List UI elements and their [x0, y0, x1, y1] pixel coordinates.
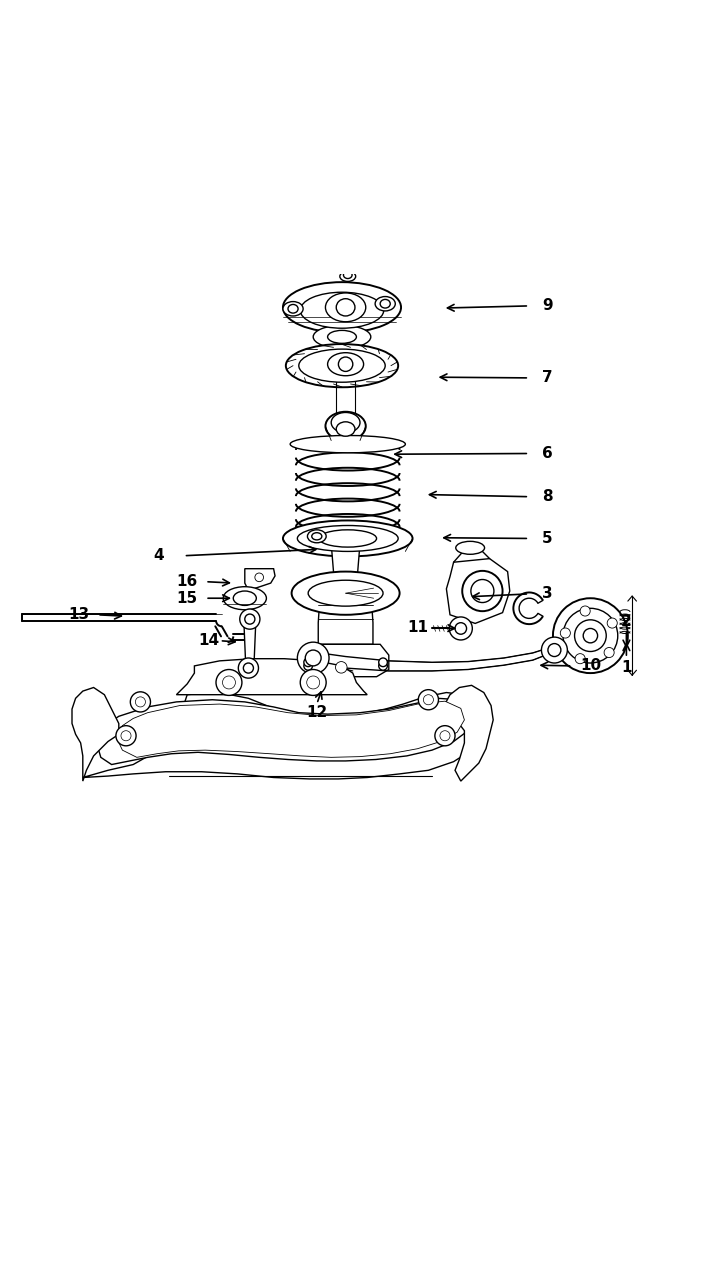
Circle shape: [553, 598, 628, 673]
Circle shape: [423, 694, 433, 704]
Circle shape: [580, 606, 590, 616]
Ellipse shape: [299, 350, 385, 383]
Ellipse shape: [290, 436, 405, 452]
Ellipse shape: [338, 357, 353, 371]
Text: 4: 4: [153, 549, 163, 564]
Polygon shape: [310, 646, 553, 672]
Text: 3: 3: [542, 587, 552, 602]
Text: 1: 1: [621, 660, 631, 675]
Circle shape: [462, 571, 503, 611]
Ellipse shape: [283, 283, 401, 332]
Circle shape: [240, 609, 260, 630]
Circle shape: [435, 726, 455, 746]
Ellipse shape: [307, 530, 326, 542]
Circle shape: [471, 579, 494, 603]
Ellipse shape: [456, 541, 485, 554]
Circle shape: [130, 692, 150, 712]
Ellipse shape: [300, 293, 384, 328]
Circle shape: [449, 617, 472, 640]
Circle shape: [560, 628, 570, 639]
Circle shape: [222, 677, 235, 689]
Circle shape: [379, 658, 387, 666]
Circle shape: [336, 661, 347, 673]
Polygon shape: [117, 701, 464, 758]
Polygon shape: [176, 659, 367, 694]
Ellipse shape: [380, 299, 390, 308]
Text: 7: 7: [542, 370, 552, 385]
Polygon shape: [72, 688, 119, 780]
Polygon shape: [245, 569, 275, 594]
Ellipse shape: [325, 412, 366, 441]
Ellipse shape: [292, 571, 400, 614]
Circle shape: [238, 658, 258, 678]
Text: 8: 8: [542, 489, 552, 504]
Ellipse shape: [336, 422, 355, 436]
Text: 2: 2: [621, 613, 631, 628]
Text: 11: 11: [407, 621, 428, 635]
Ellipse shape: [375, 296, 395, 310]
Circle shape: [583, 628, 598, 642]
Circle shape: [121, 731, 131, 741]
Circle shape: [243, 663, 253, 673]
Text: 5: 5: [542, 531, 552, 546]
Ellipse shape: [336, 299, 355, 315]
Ellipse shape: [340, 271, 356, 281]
Circle shape: [255, 573, 264, 582]
Circle shape: [305, 650, 321, 666]
Ellipse shape: [283, 302, 303, 315]
Polygon shape: [302, 645, 389, 677]
Circle shape: [245, 614, 255, 625]
Text: 14: 14: [198, 634, 220, 649]
Circle shape: [440, 731, 450, 741]
Ellipse shape: [286, 345, 398, 388]
Circle shape: [216, 669, 242, 696]
Polygon shape: [244, 626, 256, 661]
Circle shape: [575, 654, 585, 664]
Polygon shape: [446, 559, 510, 623]
Ellipse shape: [331, 413, 360, 432]
Polygon shape: [331, 544, 360, 579]
Text: 9: 9: [542, 299, 552, 313]
Circle shape: [135, 697, 145, 707]
Ellipse shape: [313, 326, 371, 348]
Circle shape: [418, 689, 438, 710]
Circle shape: [563, 608, 618, 663]
Ellipse shape: [328, 352, 364, 376]
Polygon shape: [318, 579, 373, 645]
Text: 15: 15: [176, 590, 198, 606]
Circle shape: [379, 661, 387, 670]
Circle shape: [304, 661, 312, 670]
Ellipse shape: [312, 532, 322, 540]
Ellipse shape: [283, 521, 413, 556]
Polygon shape: [445, 685, 493, 780]
Ellipse shape: [233, 590, 256, 606]
Ellipse shape: [328, 331, 356, 343]
Polygon shape: [83, 693, 491, 779]
Circle shape: [297, 642, 329, 674]
Polygon shape: [97, 698, 475, 764]
Circle shape: [575, 620, 606, 651]
Ellipse shape: [290, 525, 405, 541]
Ellipse shape: [325, 293, 366, 322]
Ellipse shape: [308, 580, 383, 606]
Text: 12: 12: [306, 706, 328, 720]
Ellipse shape: [297, 526, 398, 551]
Ellipse shape: [223, 587, 266, 609]
Ellipse shape: [343, 271, 352, 279]
Text: 13: 13: [68, 607, 90, 622]
Circle shape: [304, 658, 312, 666]
Circle shape: [541, 637, 567, 663]
Text: 16: 16: [176, 574, 198, 589]
Circle shape: [607, 618, 617, 628]
Circle shape: [548, 644, 561, 656]
Text: 10: 10: [580, 659, 601, 673]
Ellipse shape: [319, 530, 377, 547]
Text: 6: 6: [542, 446, 552, 461]
Circle shape: [116, 726, 136, 746]
Circle shape: [300, 669, 326, 696]
Circle shape: [604, 647, 614, 658]
Circle shape: [455, 622, 467, 635]
Circle shape: [307, 677, 320, 689]
Ellipse shape: [288, 304, 298, 313]
